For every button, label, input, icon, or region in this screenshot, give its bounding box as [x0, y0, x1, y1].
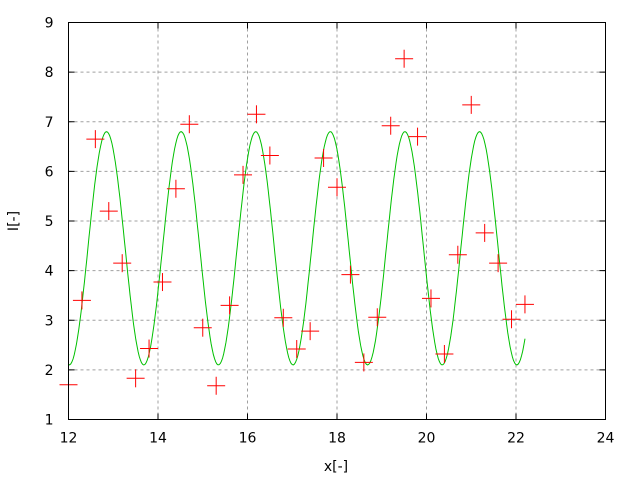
y-tick-label: 1: [45, 413, 54, 429]
data-point: [328, 178, 346, 197]
data-point: [475, 223, 494, 242]
data-point: [489, 254, 508, 273]
y-axis-label: I[-]: [6, 211, 22, 231]
data-point: [234, 165, 253, 184]
data-point: [301, 322, 320, 341]
data-point: [287, 340, 306, 359]
data-point: [448, 245, 467, 264]
y-tick-label: 4: [45, 264, 54, 280]
data-point: [153, 273, 172, 292]
x-tick-label: 12: [60, 431, 78, 447]
data-point: [368, 308, 387, 327]
data-point: [515, 295, 534, 314]
x-tick-label: 24: [597, 431, 615, 447]
data-point: [260, 146, 279, 165]
data-point: [354, 353, 373, 372]
y-tick-label: 2: [45, 363, 54, 379]
data-point: [207, 376, 226, 395]
data-point: [86, 130, 105, 149]
data-point: [314, 148, 333, 167]
x-tick-label: 14: [149, 431, 167, 447]
data-point: [435, 344, 454, 363]
y-tick-label: 6: [45, 164, 54, 180]
data-point: [140, 339, 159, 358]
grid: [68, 22, 606, 420]
data-point: [502, 310, 521, 329]
data-point: [99, 202, 118, 221]
data-point: [180, 115, 199, 134]
y-tick-label: 7: [45, 115, 54, 131]
x-tick-label: 22: [507, 431, 525, 447]
data-point: [72, 291, 91, 310]
y-tick-label: 5: [45, 214, 54, 230]
data-point: [126, 369, 145, 388]
y-tick-label: 9: [45, 16, 54, 32]
data-points: [59, 49, 534, 395]
plot-border: [68, 22, 606, 420]
x-axis-label: x[-]: [324, 459, 348, 475]
x-tick-label: 20: [418, 431, 436, 447]
data-point: [421, 289, 440, 308]
fit-curve: [68, 131, 526, 366]
x-tick-label: 16: [239, 431, 257, 447]
data-point: [274, 308, 293, 327]
x-tick-label: 18: [328, 431, 346, 447]
data-point: [341, 265, 360, 284]
data-point: [113, 254, 132, 273]
y-tick-label: 3: [45, 313, 54, 329]
data-point: [247, 105, 266, 124]
data-point: [381, 116, 400, 135]
data-point: [395, 49, 414, 68]
data-point: [193, 318, 212, 337]
y-tick-label: 8: [45, 65, 54, 81]
data-point: [408, 127, 427, 146]
data-point: [220, 296, 239, 315]
data-point: [166, 179, 185, 198]
data-point: [462, 95, 481, 114]
